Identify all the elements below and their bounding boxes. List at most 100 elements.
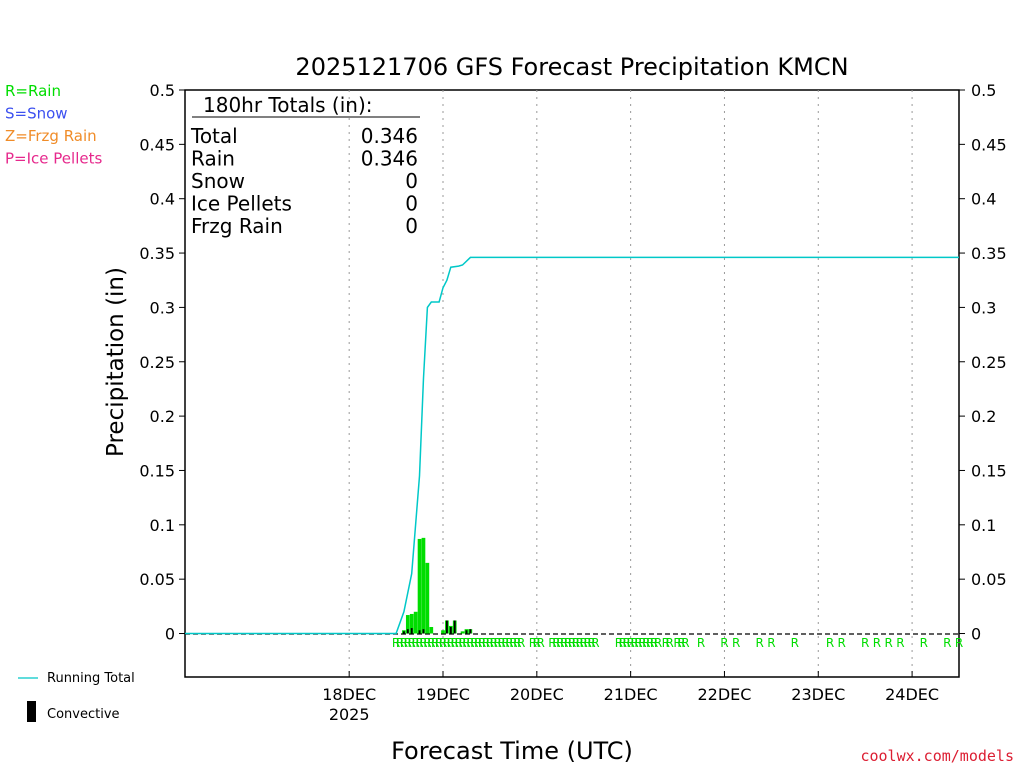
y-axis-right: 0 0.05 0.1 0.15 0.2 0.25 0.3 0.35 0.4 0.45 0.5 [959, 81, 1007, 644]
rain-bar-4 [417, 538, 422, 634]
rain-marker-33: R [529, 636, 537, 650]
totals-label-3: Ice Pellets [191, 192, 292, 216]
rain-marker-6: R [415, 636, 423, 650]
rain-marker-17: R [458, 636, 466, 650]
rain-marker-0: R [392, 636, 400, 650]
rain-marker-20: R [470, 636, 478, 650]
x-tick-label-1: 19DEC [416, 685, 470, 704]
rain-marker-62: R [677, 636, 685, 650]
x-tick-label-0: 18DEC [322, 685, 376, 704]
rain-marker-15: R [451, 636, 459, 650]
convective-bar-8 [465, 630, 468, 634]
y-tick-label-right-4: 0.2 [971, 407, 996, 426]
rain-marker-55: R [642, 636, 650, 650]
rain-marker-18: R [462, 636, 470, 650]
y-tick-label-left-0: 0 [165, 625, 175, 644]
totals-rows: Total 0.346 Rain 0.346 Snow 0 Ice Pellets 0 Frzg… [190, 124, 418, 238]
line-legend: Running Total Convective [18, 671, 135, 722]
x-tick-label-5: 23DEC [791, 685, 845, 704]
y-tick-label-right-1: 0.05 [971, 570, 1007, 589]
rain-bar-12 [460, 631, 465, 634]
chart-title: 2025121706 GFS Forecast Precipitation KM… [295, 53, 848, 81]
rain-marker-1: R [396, 636, 404, 650]
rain-marker-9: R [427, 636, 435, 650]
rain-marker-53: R [634, 636, 642, 650]
y-tick-label-left-9: 0.45 [139, 135, 175, 154]
rain-marker-78: R [955, 636, 963, 650]
y-tick-label-left-3: 0.15 [139, 461, 175, 480]
rain-marker-24: R [486, 636, 494, 650]
x-tick-label-4: 22DEC [697, 685, 751, 704]
y-tick-label-right-8: 0.4 [971, 190, 996, 209]
rain-marker-39: R [560, 636, 568, 650]
x-tick-label-6: 24DEC [885, 685, 939, 704]
rain-bar-7 [429, 626, 434, 634]
rain-marker-63: R [681, 636, 689, 650]
rain-marker-69: R [791, 636, 799, 650]
convective-legend-swatch [27, 701, 36, 722]
rain-marker-27: R [497, 636, 505, 650]
convective-bar-9 [469, 629, 472, 634]
rain-bar-8 [441, 630, 445, 634]
rain-marker-59: R [662, 636, 670, 650]
rain-marker-67: R [755, 636, 763, 650]
rain-bar-1 [405, 615, 410, 634]
y-axis-left: 0 0.05 0.1 0.15 0.2 0.25 0.3 0.35 0.4 0.45 0.5 [139, 81, 185, 644]
rain-marker-37: R [552, 636, 560, 650]
totals-label-2: Snow [191, 169, 245, 193]
y-tick-label-right-0: 0 [971, 625, 981, 644]
rain-marker-32: R [517, 636, 525, 650]
rain-marker-45: R [583, 636, 591, 650]
rain-marker-21: R [474, 636, 482, 650]
rain-bar-6 [425, 562, 430, 634]
rain-marker-51: R [626, 636, 634, 650]
rain-marker-38: R [556, 636, 564, 650]
y-tick-label-right-7: 0.35 [971, 244, 1007, 263]
rain-marker-2: R [400, 636, 408, 650]
rain-marker-13: R [443, 636, 451, 650]
rain-marker-35: R [537, 636, 545, 650]
rain-marker-30: R [509, 636, 517, 650]
x-tick-label-3: 21DEC [604, 685, 658, 704]
rain-bar-5 [421, 537, 426, 634]
credit-text: coolwx.com/models [860, 747, 1014, 765]
totals-label-0: Total [190, 124, 238, 148]
legend-type-3: P=Ice Pellets [5, 150, 102, 168]
rain-marker-65: R [720, 636, 728, 650]
convective-bars [402, 620, 472, 634]
rain-marker-28: R [501, 636, 509, 650]
rain-marker-42: R [572, 636, 580, 650]
y-tick-label-right-2: 0.1 [971, 516, 996, 535]
rain-marker-75: R [896, 636, 904, 650]
rain-marker-29: R [505, 636, 513, 650]
rain-marker-44: R [580, 636, 588, 650]
y-tick-label-left-8: 0.4 [150, 190, 175, 209]
rain-bars [402, 537, 473, 634]
rain-marker-71: R [838, 636, 846, 650]
rain-marker-19: R [466, 636, 474, 650]
rain-marker-58: R [654, 636, 662, 650]
y-tick-label-left-4: 0.2 [150, 407, 175, 426]
rain-marker-50: R [623, 636, 631, 650]
x-tick-label-2: 20DEC [510, 685, 564, 704]
y-tick-label-left-6: 0.3 [150, 298, 175, 317]
rain-marker-11: R [435, 636, 443, 650]
legend-type-1: S=Snow [5, 105, 68, 123]
y-tick-label-right-5: 0.25 [971, 353, 1007, 372]
totals-value-0: 0.346 [361, 124, 418, 148]
rain-marker-22: R [478, 636, 486, 650]
y-tick-label-right-10: 0.5 [971, 81, 996, 100]
totals-header: 180hr Totals (in): [203, 93, 373, 117]
convective-bar-1 [406, 629, 409, 634]
x-tick-sublabel-0: 2025 [329, 705, 370, 724]
totals-value-4: 0 [405, 214, 418, 238]
rain-marker-10: R [431, 636, 439, 650]
rain-bar-2 [409, 613, 414, 634]
convective-bar-3 [418, 630, 421, 634]
y-axis-label: Precipitation (in) [103, 267, 129, 457]
convective-bar-2 [410, 628, 413, 634]
totals-label-4: Frzg Rain [191, 214, 283, 238]
x-axis-label: Forecast Time (UTC) [391, 737, 633, 765]
